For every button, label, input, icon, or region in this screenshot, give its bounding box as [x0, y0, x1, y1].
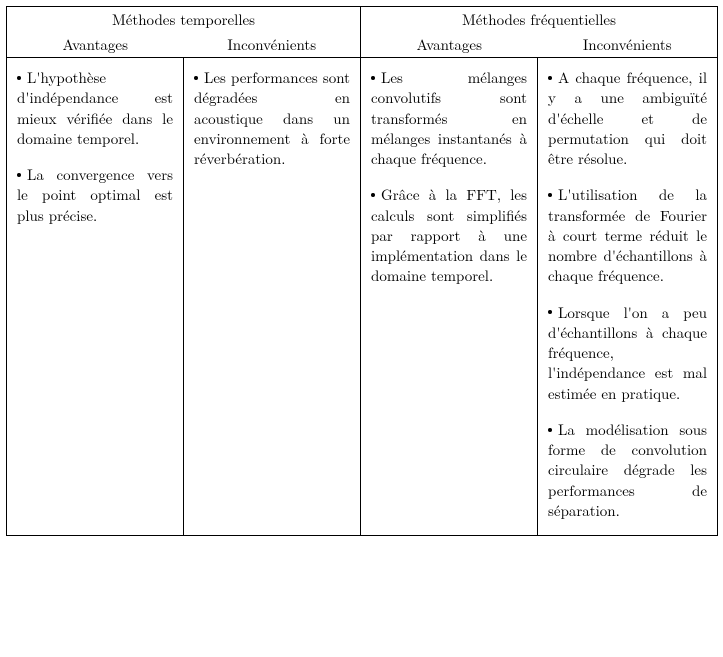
cell-temporal-advantages: L'hypothèse d'indépendance est mieux vér…: [7, 58, 184, 536]
item-text: Grâce à la FFT, les calculs sont simplif…: [371, 184, 527, 286]
item-text: Les mélanges convolutifs sont transformé…: [371, 67, 527, 169]
list-item: Grâce à la FFT, les calculs sont simplif…: [371, 185, 527, 286]
bullet-icon: [17, 173, 21, 177]
header-col-4: Inconvénients: [538, 32, 718, 58]
cell-freq-advantages: Les mélanges convolutifs sont transformé…: [361, 58, 538, 536]
header-col-3: Avantages: [361, 32, 538, 58]
list-item: La modélisation sous forme de convolutio…: [548, 420, 707, 521]
list-freq-advantages: Les mélanges convolutifs sont transformé…: [371, 68, 527, 287]
bullet-icon: [548, 193, 552, 197]
header-temporal-group: Méthodes temporelles: [7, 7, 361, 33]
list-item: Les performances sont dégradées en acous…: [194, 68, 350, 169]
list-item: L'utilisation de la transformée de Fouri…: [548, 185, 707, 286]
item-text: Lorsque l'on a peu d'échantillons à chaq…: [548, 302, 707, 404]
bullet-icon: [548, 76, 552, 80]
bullet-icon: [371, 76, 375, 80]
list-temporal-advantages: L'hypothèse d'indépendance est mieux vér…: [17, 68, 173, 226]
item-text: La convergence vers le point optimal est…: [17, 164, 173, 226]
item-text: La modélisation sous forme de convolutio…: [548, 419, 707, 521]
header-col-1: Avantages: [7, 32, 184, 58]
item-text: L'hypothèse d'indépendance est mieux vér…: [17, 67, 173, 149]
header-col-2: Inconvénients: [184, 32, 361, 58]
item-text: A chaque fréquence, il y a une ambiguïté…: [548, 67, 707, 169]
bullet-icon: [548, 428, 552, 432]
list-item: Lorsque l'on a peu d'échantillons à chaq…: [548, 303, 707, 404]
bullet-icon: [194, 76, 198, 80]
list-freq-disadvantages: A chaque fréquence, il y a une ambiguïté…: [548, 68, 707, 521]
bullet-icon: [17, 76, 21, 80]
item-text: Les performances sont dégradées en acous…: [194, 67, 350, 169]
bullet-icon: [371, 193, 375, 197]
header-freq-group: Méthodes fréquentielles: [361, 7, 718, 33]
cell-temporal-disadvantages: Les performances sont dégradées en acous…: [184, 58, 361, 536]
methods-comparison-table: Méthodes temporelles Méthodes fréquentie…: [6, 6, 718, 536]
list-item: Les mélanges convolutifs sont transformé…: [371, 68, 527, 169]
list-item: A chaque fréquence, il y a une ambiguïté…: [548, 68, 707, 169]
bullet-icon: [548, 310, 552, 314]
list-item: La convergence vers le point optimal est…: [17, 165, 173, 226]
list-temporal-disadvantages: Les performances sont dégradées en acous…: [194, 68, 350, 169]
list-item: L'hypothèse d'indépendance est mieux vér…: [17, 68, 173, 149]
cell-freq-disadvantages: A chaque fréquence, il y a une ambiguïté…: [538, 58, 718, 536]
item-text: L'utilisation de la transformée de Fouri…: [548, 184, 707, 286]
